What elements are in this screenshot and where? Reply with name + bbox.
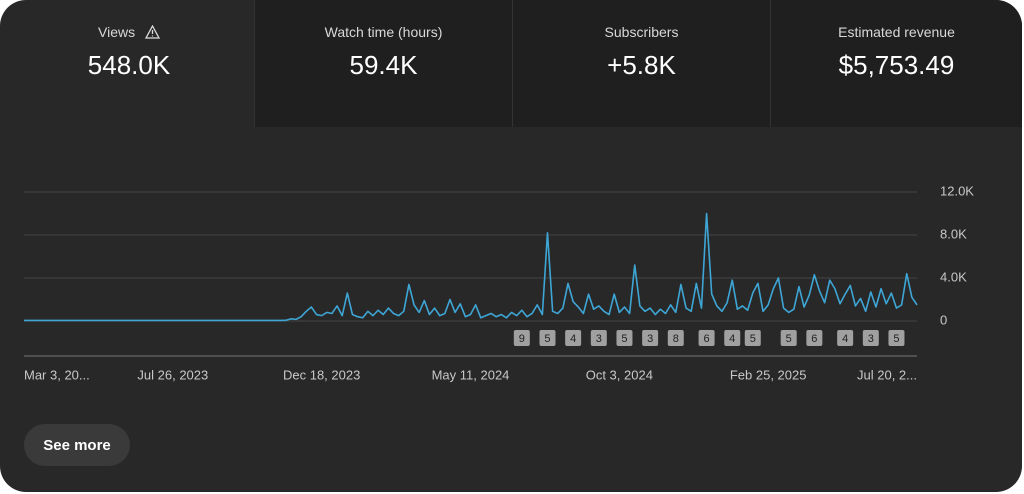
video-marker [780, 330, 797, 346]
metric-label: Views [0, 24, 258, 40]
metric-tab[interactable]: Subscribers +5.8K [512, 0, 770, 127]
x-tick-label: Mar 3, 20... [24, 367, 90, 382]
video-marker-count: 5 [621, 333, 627, 345]
video-marker-count: 3 [596, 333, 602, 345]
video-marker [698, 330, 715, 346]
metric-value: +5.8K [607, 50, 676, 80]
warning-icon [144, 24, 161, 39]
x-tick-label: Feb 25, 2025 [730, 367, 807, 382]
x-tick-label: Jul 20, 2... [857, 367, 917, 382]
video-marker [539, 330, 556, 346]
video-marker-count: 4 [842, 333, 848, 345]
chart: 0 4.0K 8.0K 12.0K Mar 3, 20... Jul 26, 2023 De… [24, 183, 974, 382]
metric-tab[interactable]: Views 548.0K [0, 0, 258, 127]
video-marker [565, 330, 582, 346]
y-tick-label: 12.0K [940, 183, 974, 198]
video-marker [837, 330, 854, 346]
metric-label-text: Views [98, 24, 136, 40]
metric-value: 548.0K [87, 50, 171, 80]
metric-tab[interactable]: Watch time (hours) 59.4K [254, 0, 512, 127]
video-marker-count: 5 [544, 333, 550, 345]
video-marker [806, 330, 823, 346]
video-marker [888, 330, 905, 346]
video-marker-count: 8 [673, 333, 679, 345]
video-marker-count: 6 [811, 333, 817, 345]
y-tick-label: 4.0K [940, 269, 967, 284]
video-marker-count: 4 [729, 333, 735, 345]
video-marker [616, 330, 633, 346]
y-tick-label: 0 [940, 312, 947, 327]
x-tick-label: Dec 18, 2023 [283, 367, 360, 382]
metric-tab[interactable]: Estimated revenue $5,753.49 [770, 0, 1022, 127]
video-marker [642, 330, 659, 346]
line-series [24, 212, 918, 322]
video-marker [590, 330, 607, 346]
video-marker-count: 4 [570, 333, 576, 345]
metric-label: Watch time (hours) [324, 24, 443, 40]
video-marker-count: 5 [893, 333, 899, 345]
video-marker-count: 3 [647, 333, 653, 345]
video-marker-count: 3 [868, 333, 874, 345]
x-tick-label: Oct 3, 2024 [586, 367, 653, 382]
video-marker [513, 330, 530, 346]
video-marker-count: 6 [704, 333, 710, 345]
video-marker-count: 5 [750, 333, 756, 345]
metric-value: $5,753.49 [838, 50, 955, 80]
metric-value: 59.4K [349, 50, 418, 80]
x-tick-label: Jul 26, 2023 [137, 367, 208, 382]
x-tick-label: May 11, 2024 [432, 367, 510, 382]
metric-label: Subscribers [604, 24, 679, 40]
video-marker-count: 9 [519, 333, 525, 345]
y-tick-label: 8.0K [940, 226, 967, 241]
see-more-button[interactable]: See more [24, 424, 130, 466]
metric-label: Estimated revenue [838, 24, 955, 40]
video-marker [724, 330, 741, 346]
video-marker-count: 5 [786, 333, 792, 345]
video-marker [862, 330, 879, 346]
video-marker [744, 330, 761, 346]
video-marker [667, 330, 684, 346]
